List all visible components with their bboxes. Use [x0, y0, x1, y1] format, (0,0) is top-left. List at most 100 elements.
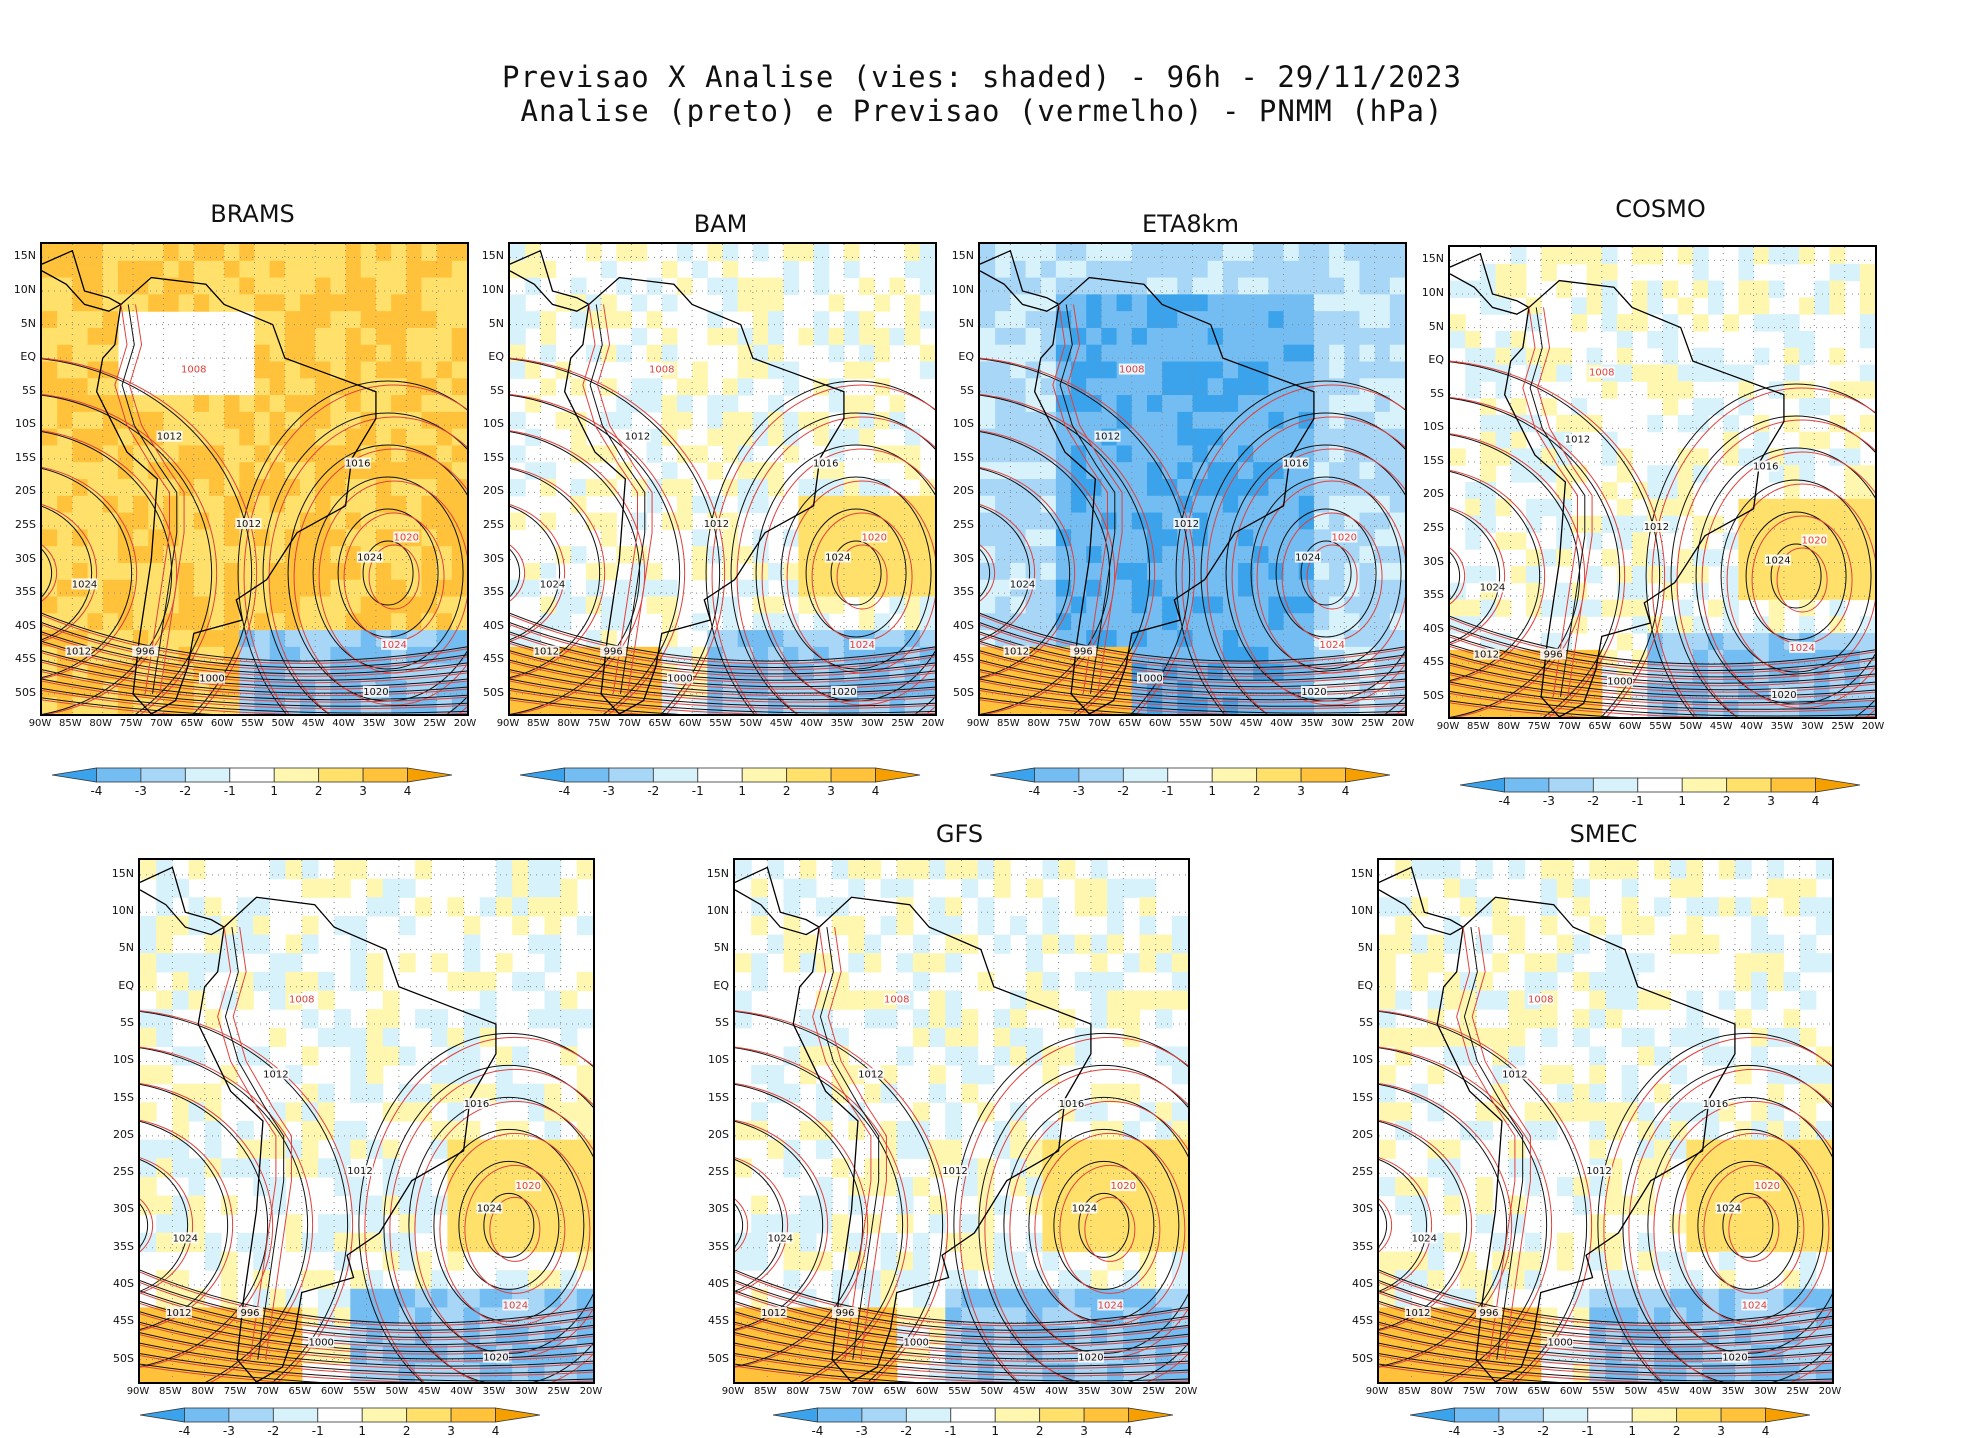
bias-cell — [528, 860, 545, 879]
bias-cell — [148, 294, 164, 311]
bias-cell — [391, 445, 407, 462]
bias-cell — [1344, 429, 1360, 446]
bias-cell — [1622, 860, 1639, 879]
bias-cell — [1139, 879, 1156, 898]
bias-cell — [156, 1065, 173, 1084]
bias-cell — [859, 345, 875, 362]
bias-cell — [1390, 378, 1405, 395]
lat-tick-label: 20S — [940, 484, 974, 497]
bias-cell — [1411, 1028, 1428, 1047]
bias-cell — [270, 395, 286, 412]
lat-tick-label: 10S — [470, 417, 504, 430]
lat-tick-label: 20S — [2, 484, 36, 497]
bias-cell — [767, 1140, 784, 1159]
bias-cell — [334, 1307, 351, 1326]
bias-cell — [1571, 415, 1587, 432]
bias-cell — [376, 328, 392, 345]
colorbar-swatch — [1301, 768, 1345, 782]
bias-cell — [1147, 378, 1163, 395]
bias-cell — [1708, 600, 1724, 617]
bias-cell — [1573, 1307, 1590, 1326]
bias-cell — [1617, 499, 1633, 516]
bias-cell — [1390, 278, 1405, 295]
lon-tick-label: 80W — [86, 718, 116, 729]
bias-cell — [1075, 972, 1092, 991]
bias-cell — [1860, 297, 1875, 314]
bias-cell — [571, 311, 587, 328]
bias-cell — [1541, 1065, 1558, 1084]
bias-cell — [1059, 860, 1076, 879]
bias-cell — [1223, 294, 1239, 311]
bias-cell — [1525, 1102, 1542, 1121]
bias-cell — [1041, 613, 1057, 630]
bias-cell — [285, 445, 301, 462]
bias-cell — [437, 362, 453, 379]
bias-cell — [1754, 297, 1770, 314]
bias-cell — [172, 1121, 189, 1140]
bias-cell — [1589, 991, 1606, 1010]
bias-cell — [1329, 244, 1345, 261]
bias-cell — [315, 244, 331, 261]
bias-cell — [783, 244, 799, 261]
bias-cell — [1132, 462, 1148, 479]
bias-cell — [540, 311, 556, 328]
lon-tick-label: 50W — [268, 718, 298, 729]
analysis-isobar — [510, 537, 520, 609]
bias-cell — [859, 429, 875, 446]
bias-cell — [1860, 415, 1875, 432]
lon-tick-label: 20W — [1388, 718, 1418, 729]
bias-cell — [864, 935, 881, 954]
bias-cell — [1480, 448, 1496, 465]
bias-cell — [1238, 328, 1254, 345]
lat-tick-label: 40S — [695, 1277, 729, 1290]
bias-cell — [1589, 1121, 1606, 1140]
bias-cell — [1557, 860, 1574, 879]
lat-tick-label: 45S — [470, 652, 504, 665]
bias-cell — [1860, 549, 1875, 566]
bias-cell — [1587, 516, 1603, 533]
bias-cell — [350, 1046, 367, 1065]
bias-cell — [1041, 563, 1057, 580]
bias-cell — [945, 991, 962, 1010]
bias-cell — [1162, 546, 1178, 563]
colorbar-swatch — [1212, 768, 1256, 782]
bias-cell — [1375, 445, 1391, 462]
colorbar-swatch — [141, 768, 185, 782]
bias-cell — [1117, 294, 1133, 311]
bias-cell — [1541, 247, 1557, 264]
bias-cell — [889, 597, 905, 614]
bias-cell — [1845, 264, 1861, 281]
bias-cell — [874, 563, 890, 580]
bias-cell — [601, 378, 617, 395]
bias-cell — [1147, 362, 1163, 379]
contour-label: 1024 — [1789, 643, 1814, 654]
lon-tick-label: 40W — [1737, 721, 1767, 732]
lat-tick-label: 10N — [940, 283, 974, 296]
bias-cell — [72, 278, 88, 295]
bias-cell — [1606, 1252, 1623, 1271]
bias-cell — [1799, 566, 1815, 583]
bias-cell — [829, 496, 845, 513]
bias-cell — [255, 597, 271, 614]
bias-cell — [437, 513, 453, 530]
bias-cell — [1010, 462, 1026, 479]
lon-tick-label: 85W — [55, 718, 85, 729]
bias-cell — [189, 1214, 206, 1233]
bias-cell — [156, 916, 173, 935]
bias-cell — [1496, 348, 1512, 365]
bias-cell — [1767, 1140, 1784, 1159]
colorbar-swatch — [817, 1408, 861, 1422]
bias-cell — [1573, 1009, 1590, 1028]
colorbar-swatch — [1257, 768, 1301, 782]
lon-tick-label: 80W — [188, 1386, 218, 1397]
bias-cell — [528, 1233, 545, 1252]
bias-cell — [647, 395, 663, 412]
bias-cell — [1071, 563, 1087, 580]
bias-cell — [616, 597, 632, 614]
lat-tick-label: 10N — [1410, 286, 1444, 299]
bias-cell — [1783, 879, 1800, 898]
bias-cell — [859, 513, 875, 530]
bias-cell — [1508, 935, 1525, 954]
bias-cell — [1379, 991, 1396, 1010]
bias-cell — [437, 378, 453, 395]
